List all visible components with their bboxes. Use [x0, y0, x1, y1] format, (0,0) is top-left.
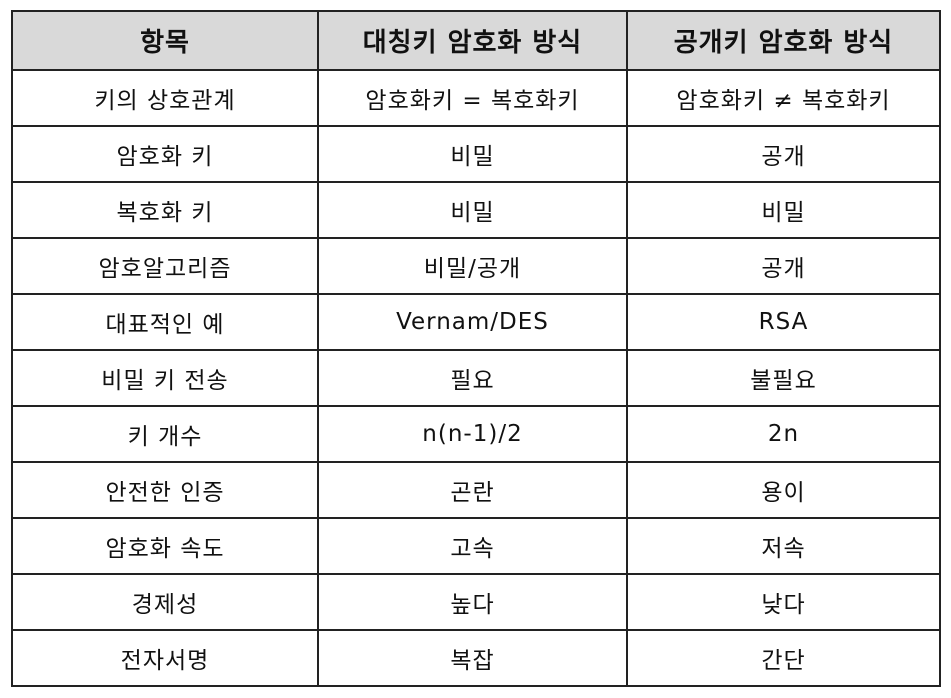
table-body: 키의 상호관계 암호화키 = 복호화키 암호화키 ≠ 복호화키 암호화 키 비밀… [11, 69, 941, 687]
symmetric-cell: 곤란 [317, 461, 628, 519]
symmetric-cell: 높다 [317, 573, 628, 631]
row-label: 비밀 키 전송 [11, 349, 319, 407]
row-label: 전자서명 [11, 629, 319, 687]
symmetric-cell: Vernam/DES [317, 293, 628, 351]
public-key-cell: 저속 [626, 517, 941, 575]
encryption-comparison-table: 항목 대칭키 암호화 방식 공개키 암호화 방식 키의 상호관계 암호화키 = … [11, 10, 941, 687]
table-row: 암호화 키 비밀 공개 [11, 125, 941, 183]
header-symmetric: 대칭키 암호화 방식 [317, 10, 628, 71]
symmetric-cell: n(n-1)/2 [317, 405, 628, 463]
public-key-cell: 불필요 [626, 349, 941, 407]
row-label: 암호화 속도 [11, 517, 319, 575]
public-key-cell: 용이 [626, 461, 941, 519]
row-label: 암호화 키 [11, 125, 319, 183]
symmetric-cell: 비밀 [317, 181, 628, 239]
symmetric-cell: 복잡 [317, 629, 628, 687]
table-row: 전자서명 복잡 간단 [11, 629, 941, 687]
public-key-cell: 간단 [626, 629, 941, 687]
row-label: 대표적인 예 [11, 293, 319, 351]
table-row: 안전한 인증 곤란 용이 [11, 461, 941, 519]
table-row: 경제성 높다 낮다 [11, 573, 941, 631]
symmetric-cell: 고속 [317, 517, 628, 575]
public-key-cell: 2n [626, 405, 941, 463]
table-row: 비밀 키 전송 필요 불필요 [11, 349, 941, 407]
table-row: 대표적인 예 Vernam/DES RSA [11, 293, 941, 351]
table-header: 항목 대칭키 암호화 방식 공개키 암호화 방식 [11, 10, 941, 71]
public-key-cell: RSA [626, 293, 941, 351]
header-item: 항목 [11, 10, 319, 71]
header-public-key: 공개키 암호화 방식 [626, 10, 941, 71]
row-label: 키의 상호관계 [11, 69, 319, 127]
public-key-cell: 공개 [626, 125, 941, 183]
table-row: 복호화 키 비밀 비밀 [11, 181, 941, 239]
table-row: 암호알고리즘 비밀/공개 공개 [11, 237, 941, 295]
public-key-cell: 암호화키 ≠ 복호화키 [626, 69, 941, 127]
table-row: 키의 상호관계 암호화키 = 복호화키 암호화키 ≠ 복호화키 [11, 69, 941, 127]
symmetric-cell: 필요 [317, 349, 628, 407]
symmetric-cell: 비밀 [317, 125, 628, 183]
public-key-cell: 낮다 [626, 573, 941, 631]
table-row: 암호화 속도 고속 저속 [11, 517, 941, 575]
header-row: 항목 대칭키 암호화 방식 공개키 암호화 방식 [11, 10, 941, 71]
table-row: 키 개수 n(n-1)/2 2n [11, 405, 941, 463]
public-key-cell: 공개 [626, 237, 941, 295]
row-label: 경제성 [11, 573, 319, 631]
row-label: 안전한 인증 [11, 461, 319, 519]
row-label: 복호화 키 [11, 181, 319, 239]
symmetric-cell: 암호화키 = 복호화키 [317, 69, 628, 127]
symmetric-cell: 비밀/공개 [317, 237, 628, 295]
comparison-table-wrapper: 항목 대칭키 암호화 방식 공개키 암호화 방식 키의 상호관계 암호화키 = … [11, 10, 941, 687]
row-label: 암호알고리즘 [11, 237, 319, 295]
public-key-cell: 비밀 [626, 181, 941, 239]
row-label: 키 개수 [11, 405, 319, 463]
